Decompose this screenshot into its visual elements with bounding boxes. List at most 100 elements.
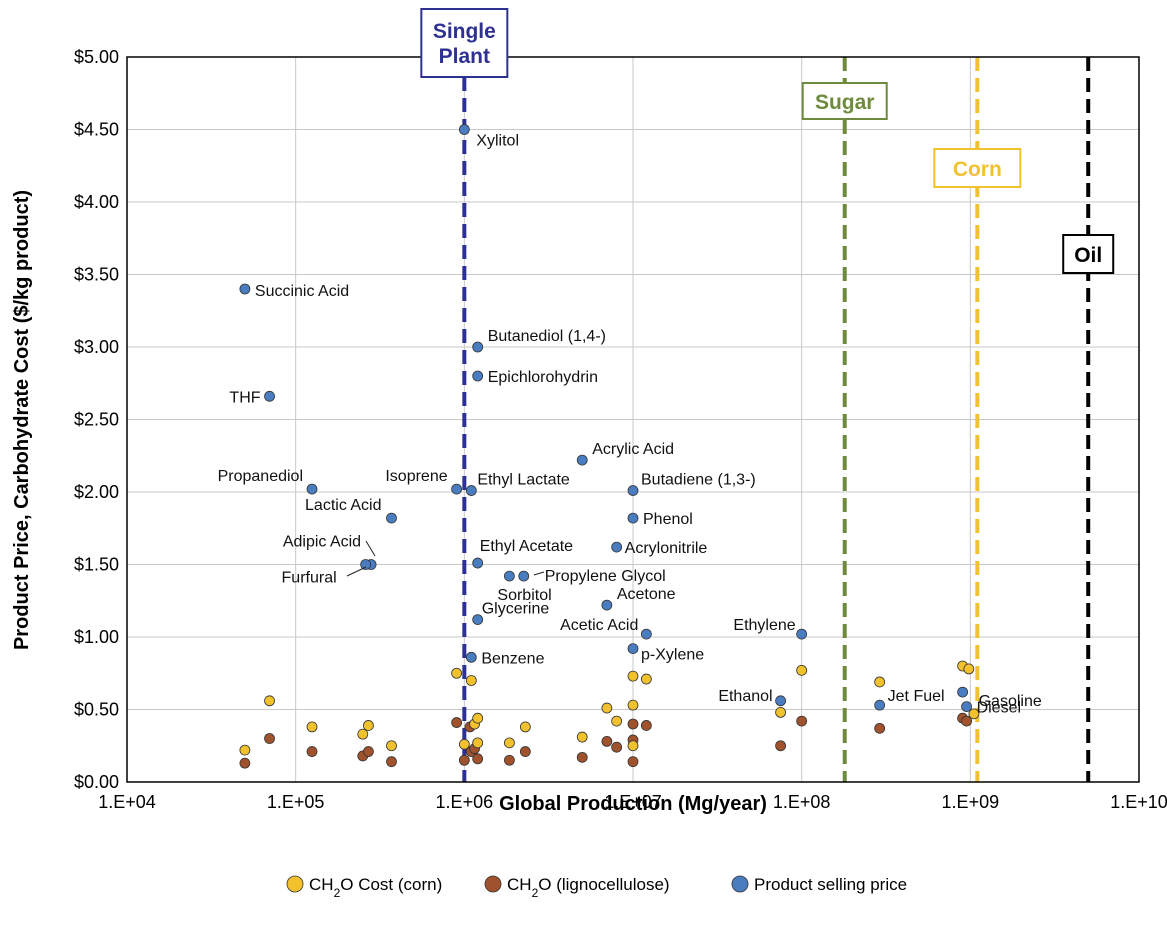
product-point (962, 702, 972, 712)
ligno-point (577, 752, 587, 762)
reference-label: Corn (953, 158, 1002, 181)
corn-point (452, 668, 462, 678)
ligno-point (240, 758, 250, 768)
x-tick-label: 1.E+06 (436, 792, 494, 812)
point-label: Ethyl Acetate (480, 538, 573, 555)
ligno-point (504, 755, 514, 765)
x-tick-label: 1.E+10 (1110, 792, 1167, 812)
legend-label-part: CH (309, 875, 334, 894)
corn-point (964, 664, 974, 674)
ligno-point (473, 754, 483, 764)
y-tick-label: $5.00 (74, 47, 119, 67)
corn-point (473, 713, 483, 723)
point-label: Butadiene (1,3-) (641, 472, 756, 489)
point-label: Propanediol (218, 468, 303, 485)
point-label: Jet Fuel (888, 688, 945, 705)
y-tick-label: $2.00 (74, 482, 119, 502)
corn-point (776, 707, 786, 717)
product-point (628, 486, 638, 496)
product-point (958, 687, 968, 697)
product-point (473, 558, 483, 568)
x-tick-label: 1.E+08 (773, 792, 831, 812)
ligno-point (797, 716, 807, 726)
point-label: Lactic Acid (305, 497, 381, 514)
corn-point (520, 722, 530, 732)
y-tick-label: $1.50 (74, 555, 119, 575)
point-label: Adipic Acid (283, 534, 361, 551)
legend-marker (732, 876, 748, 892)
ligno-point (459, 755, 469, 765)
reference-label-line: Single (433, 20, 496, 43)
product-point (776, 696, 786, 706)
point-label: THF (229, 389, 260, 406)
point-label: Succinic Acid (255, 283, 349, 300)
corn-point (466, 676, 476, 686)
point-label: Acrylic Acid (592, 441, 674, 458)
ligno-point (307, 747, 317, 757)
product-point (797, 629, 807, 639)
point-label: Ethyl Lactate (477, 472, 570, 489)
reference-label-line: Plant (439, 45, 490, 68)
point-label: Glycerine (482, 601, 550, 618)
y-tick-label: $1.00 (74, 627, 119, 647)
ligno-point (612, 742, 622, 752)
product-point (466, 486, 476, 496)
y-tick-label: $0.50 (74, 700, 119, 720)
corn-point (577, 732, 587, 742)
legend-label-part: CH (507, 875, 532, 894)
y-tick-label: $4.00 (74, 192, 119, 212)
corn-point (265, 696, 275, 706)
corn-point (612, 716, 622, 726)
corn-point (628, 700, 638, 710)
product-point (240, 284, 250, 294)
reference-label: Oil (1074, 244, 1102, 267)
y-tick-label: $2.50 (74, 410, 119, 430)
corn-point (307, 722, 317, 732)
point-label: Ethanol (718, 688, 772, 705)
product-point (307, 484, 317, 494)
ligno-point (387, 757, 397, 767)
point-label: Acetic Acid (560, 617, 638, 634)
point-label: Isoprene (385, 468, 447, 485)
point-label: Xylitol (476, 133, 519, 150)
y-tick-label: $3.50 (74, 265, 119, 285)
corn-point (459, 739, 469, 749)
y-tick-label: $0.00 (74, 772, 119, 792)
point-label: Acrylonitrile (625, 540, 708, 557)
point-label: p-Xylene (641, 647, 704, 664)
x-axis-title: Global Production (Mg/year) (499, 793, 767, 815)
legend-marker (287, 876, 303, 892)
ligno-point (628, 719, 638, 729)
y-axis-title: Product Price, Carbohydrate Cost ($/kg p… (11, 190, 33, 650)
corn-point (240, 745, 250, 755)
legend-marker (485, 876, 501, 892)
point-label: Epichlorohydrin (488, 369, 598, 386)
product-point (577, 455, 587, 465)
reference-label: Sugar (815, 91, 875, 114)
corn-point (363, 720, 373, 730)
corn-point (504, 738, 514, 748)
corn-point (602, 703, 612, 713)
ligno-point (265, 734, 275, 744)
corn-point (473, 738, 483, 748)
ligno-point (776, 741, 786, 751)
product-point (628, 644, 638, 654)
product-point (473, 371, 483, 381)
legend-label-part: Product selling price (754, 875, 907, 894)
product-point (265, 391, 275, 401)
point-label: Furfural (282, 570, 337, 587)
product-point (875, 700, 885, 710)
corn-point (875, 677, 885, 687)
point-label: Diesel (977, 700, 1021, 717)
x-tick-label: 1.E+09 (942, 792, 1000, 812)
legend-label-part: O (lignocellulose) (538, 875, 669, 894)
point-label: Propylene Glycol (545, 568, 666, 585)
corn-point (387, 741, 397, 751)
point-label: Acetone (617, 586, 676, 603)
ligno-point (628, 757, 638, 767)
ligno-point (641, 720, 651, 730)
ligno-point (875, 723, 885, 733)
product-point (641, 629, 651, 639)
ligno-point (602, 736, 612, 746)
